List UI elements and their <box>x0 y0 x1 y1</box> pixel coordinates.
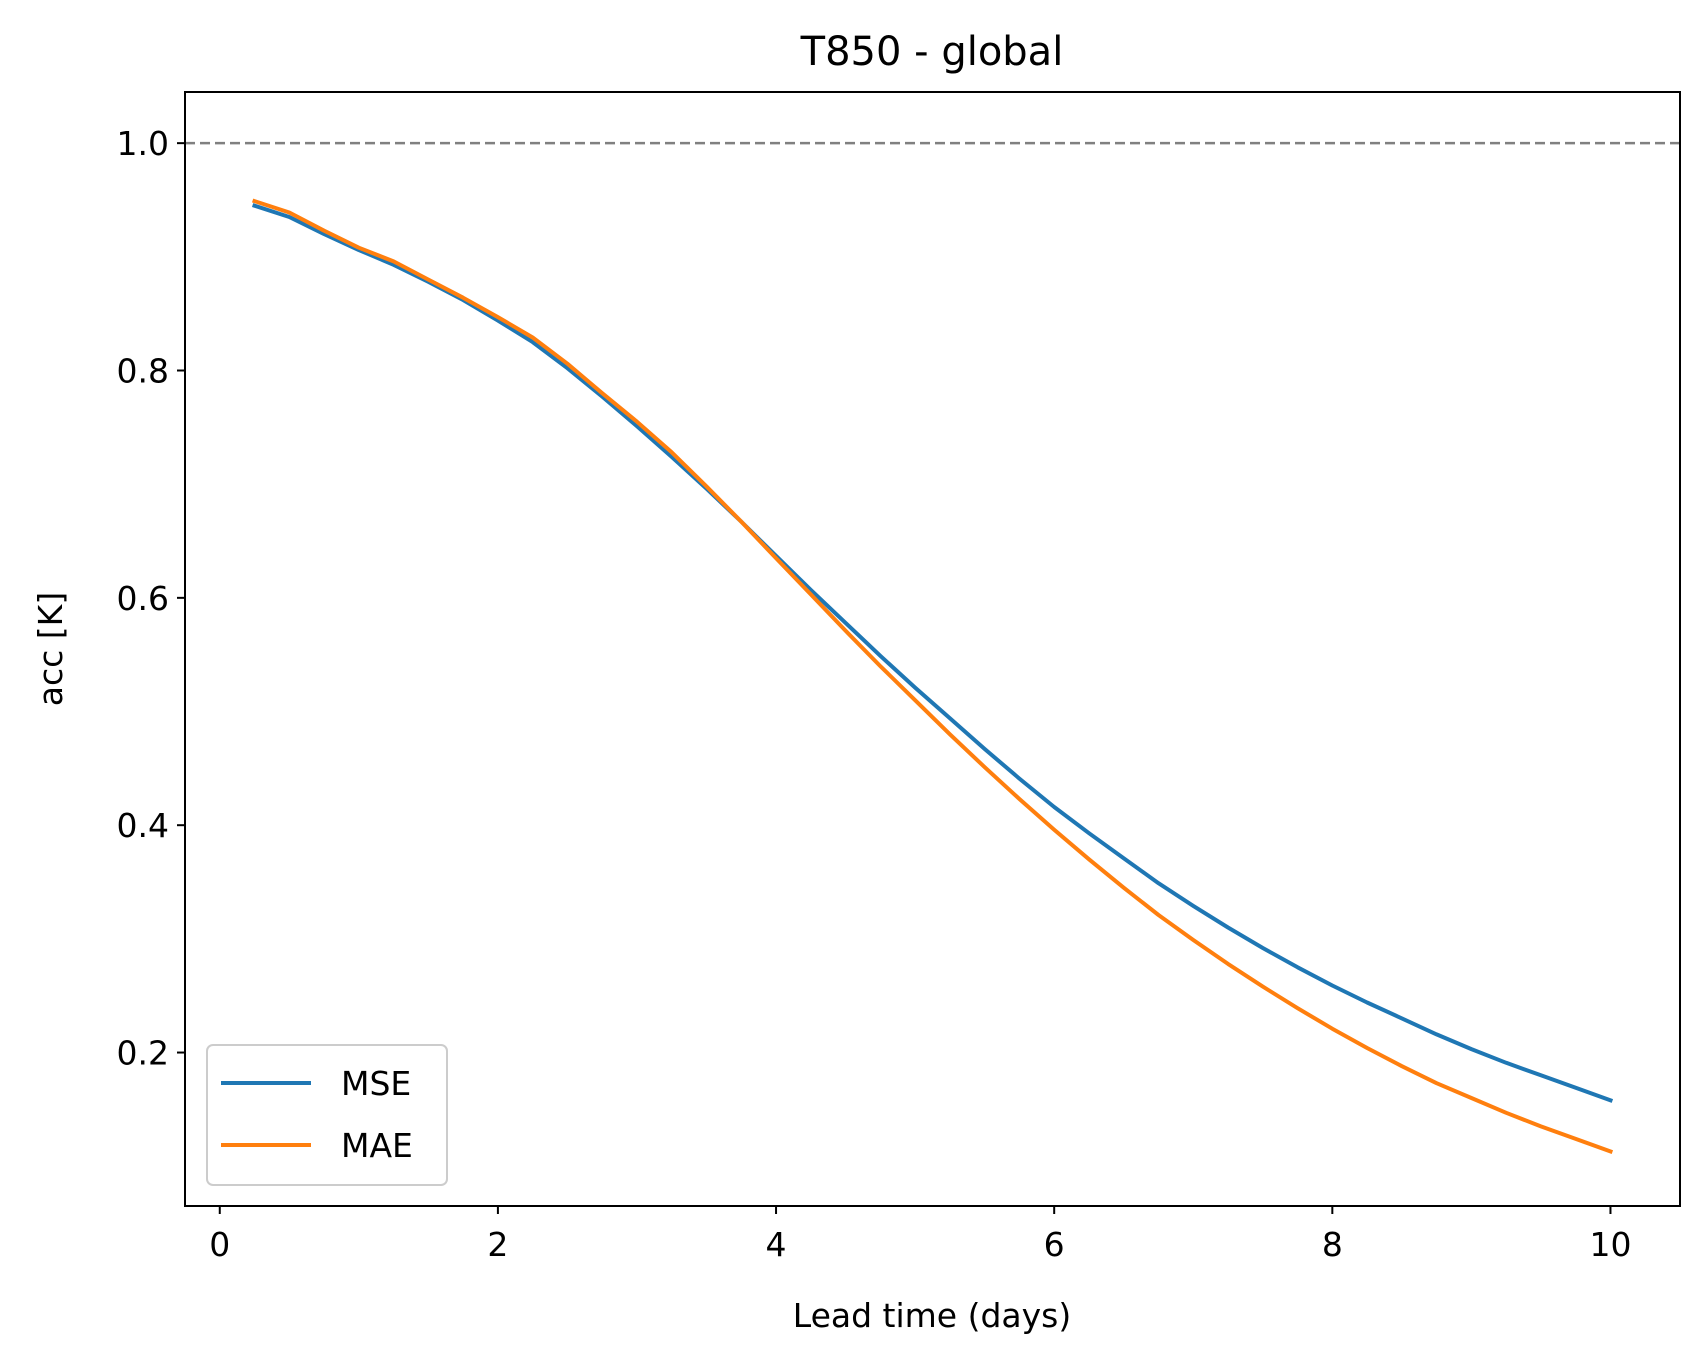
chart-title: T850 - global <box>800 29 1064 75</box>
series-line-mse <box>251 203 1614 1103</box>
x-tick-label: 2 <box>487 1225 508 1264</box>
legend-label-mse: MSE <box>341 1064 411 1103</box>
y-axis-ticks: 0.2 0.4 0.6 0.8 1.0 <box>117 124 185 1073</box>
x-axis-label: Lead time (days) <box>793 1296 1071 1335</box>
x-tick-label: 0 <box>209 1225 230 1264</box>
plot-frame <box>184 91 1681 1207</box>
y-axis-label: acc [K] <box>31 592 70 706</box>
x-tick-label: 10 <box>1589 1225 1631 1264</box>
legend: MSE MAE <box>206 1044 448 1186</box>
y-tick-label: 0.6 <box>117 579 169 618</box>
y-tick-label: 1.0 <box>117 124 169 163</box>
series-layer <box>251 198 1614 1154</box>
legend-box <box>206 1044 448 1186</box>
x-tick-label: 6 <box>1044 1225 1065 1264</box>
series-line-mae <box>251 198 1614 1154</box>
y-tick-label: 0.4 <box>117 806 169 845</box>
y-tick-label: 0.8 <box>117 352 169 391</box>
y-tick-label: 0.2 <box>117 1034 169 1073</box>
x-tick-label: 4 <box>766 1225 787 1264</box>
x-axis-ticks: 0 2 4 6 8 10 <box>209 1206 1631 1264</box>
x-tick-label: 8 <box>1322 1225 1343 1264</box>
legend-label-mae: MAE <box>341 1126 413 1165</box>
